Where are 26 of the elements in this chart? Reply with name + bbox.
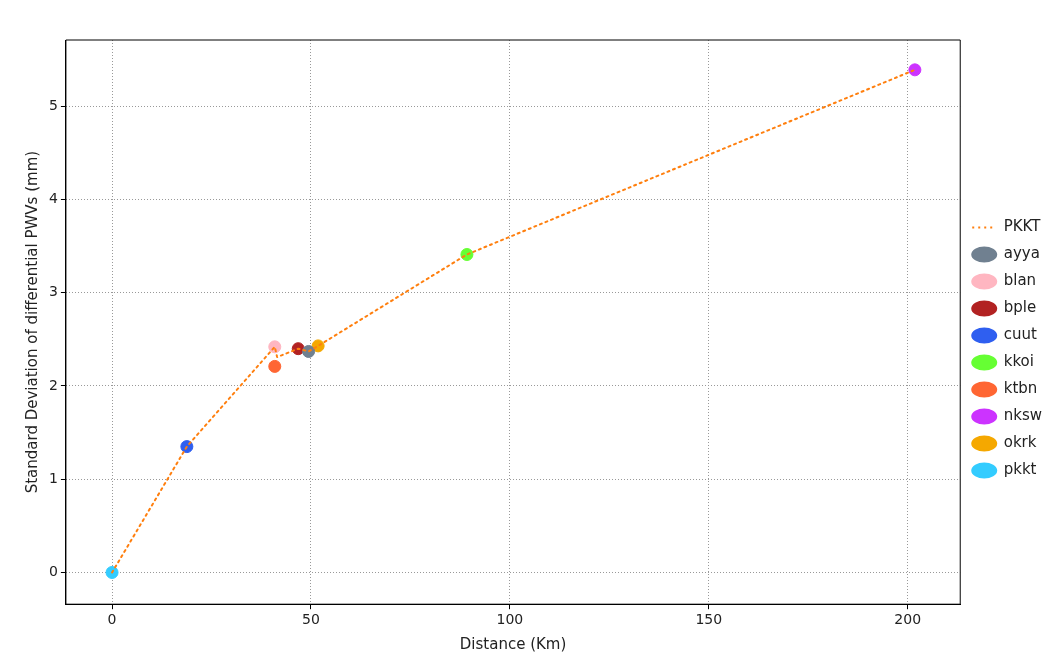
y-tick-label: 3	[48, 283, 58, 300]
point	[908, 63, 922, 77]
legend-label: nksw	[1003, 406, 1042, 425]
y-tick-label: 4	[48, 190, 58, 207]
y-tick-label: 1	[48, 469, 58, 486]
y-tick-label: 5	[48, 96, 58, 113]
legend-label: pkkt	[1003, 460, 1037, 479]
x-tick-label: 0	[107, 611, 117, 628]
point	[268, 359, 282, 373]
legend-label: okrk	[1003, 433, 1037, 452]
legend-label: kkoi	[1003, 352, 1034, 371]
legend-label: cuut	[1003, 325, 1037, 344]
legend-label: bple	[1003, 298, 1037, 317]
legend-label: ayya	[1003, 244, 1040, 263]
y-axis-title: Standard Deviation of differential PWVs (mm)	[22, 150, 41, 494]
legend-label: ktbn	[1003, 379, 1038, 398]
y-tick-label: 0	[48, 563, 58, 580]
point	[105, 565, 119, 579]
x-tick-label: 200	[894, 611, 922, 628]
x-tick-label: 50	[302, 611, 320, 628]
x-tick-label: 150	[695, 611, 723, 628]
x-axis-title: Distance (Km)	[459, 634, 567, 653]
legend-label: PKKT	[1003, 217, 1042, 236]
x-tick-label: 100	[496, 611, 524, 628]
legend-label: blan	[1003, 271, 1037, 290]
y-tick-label: 2	[48, 376, 58, 393]
